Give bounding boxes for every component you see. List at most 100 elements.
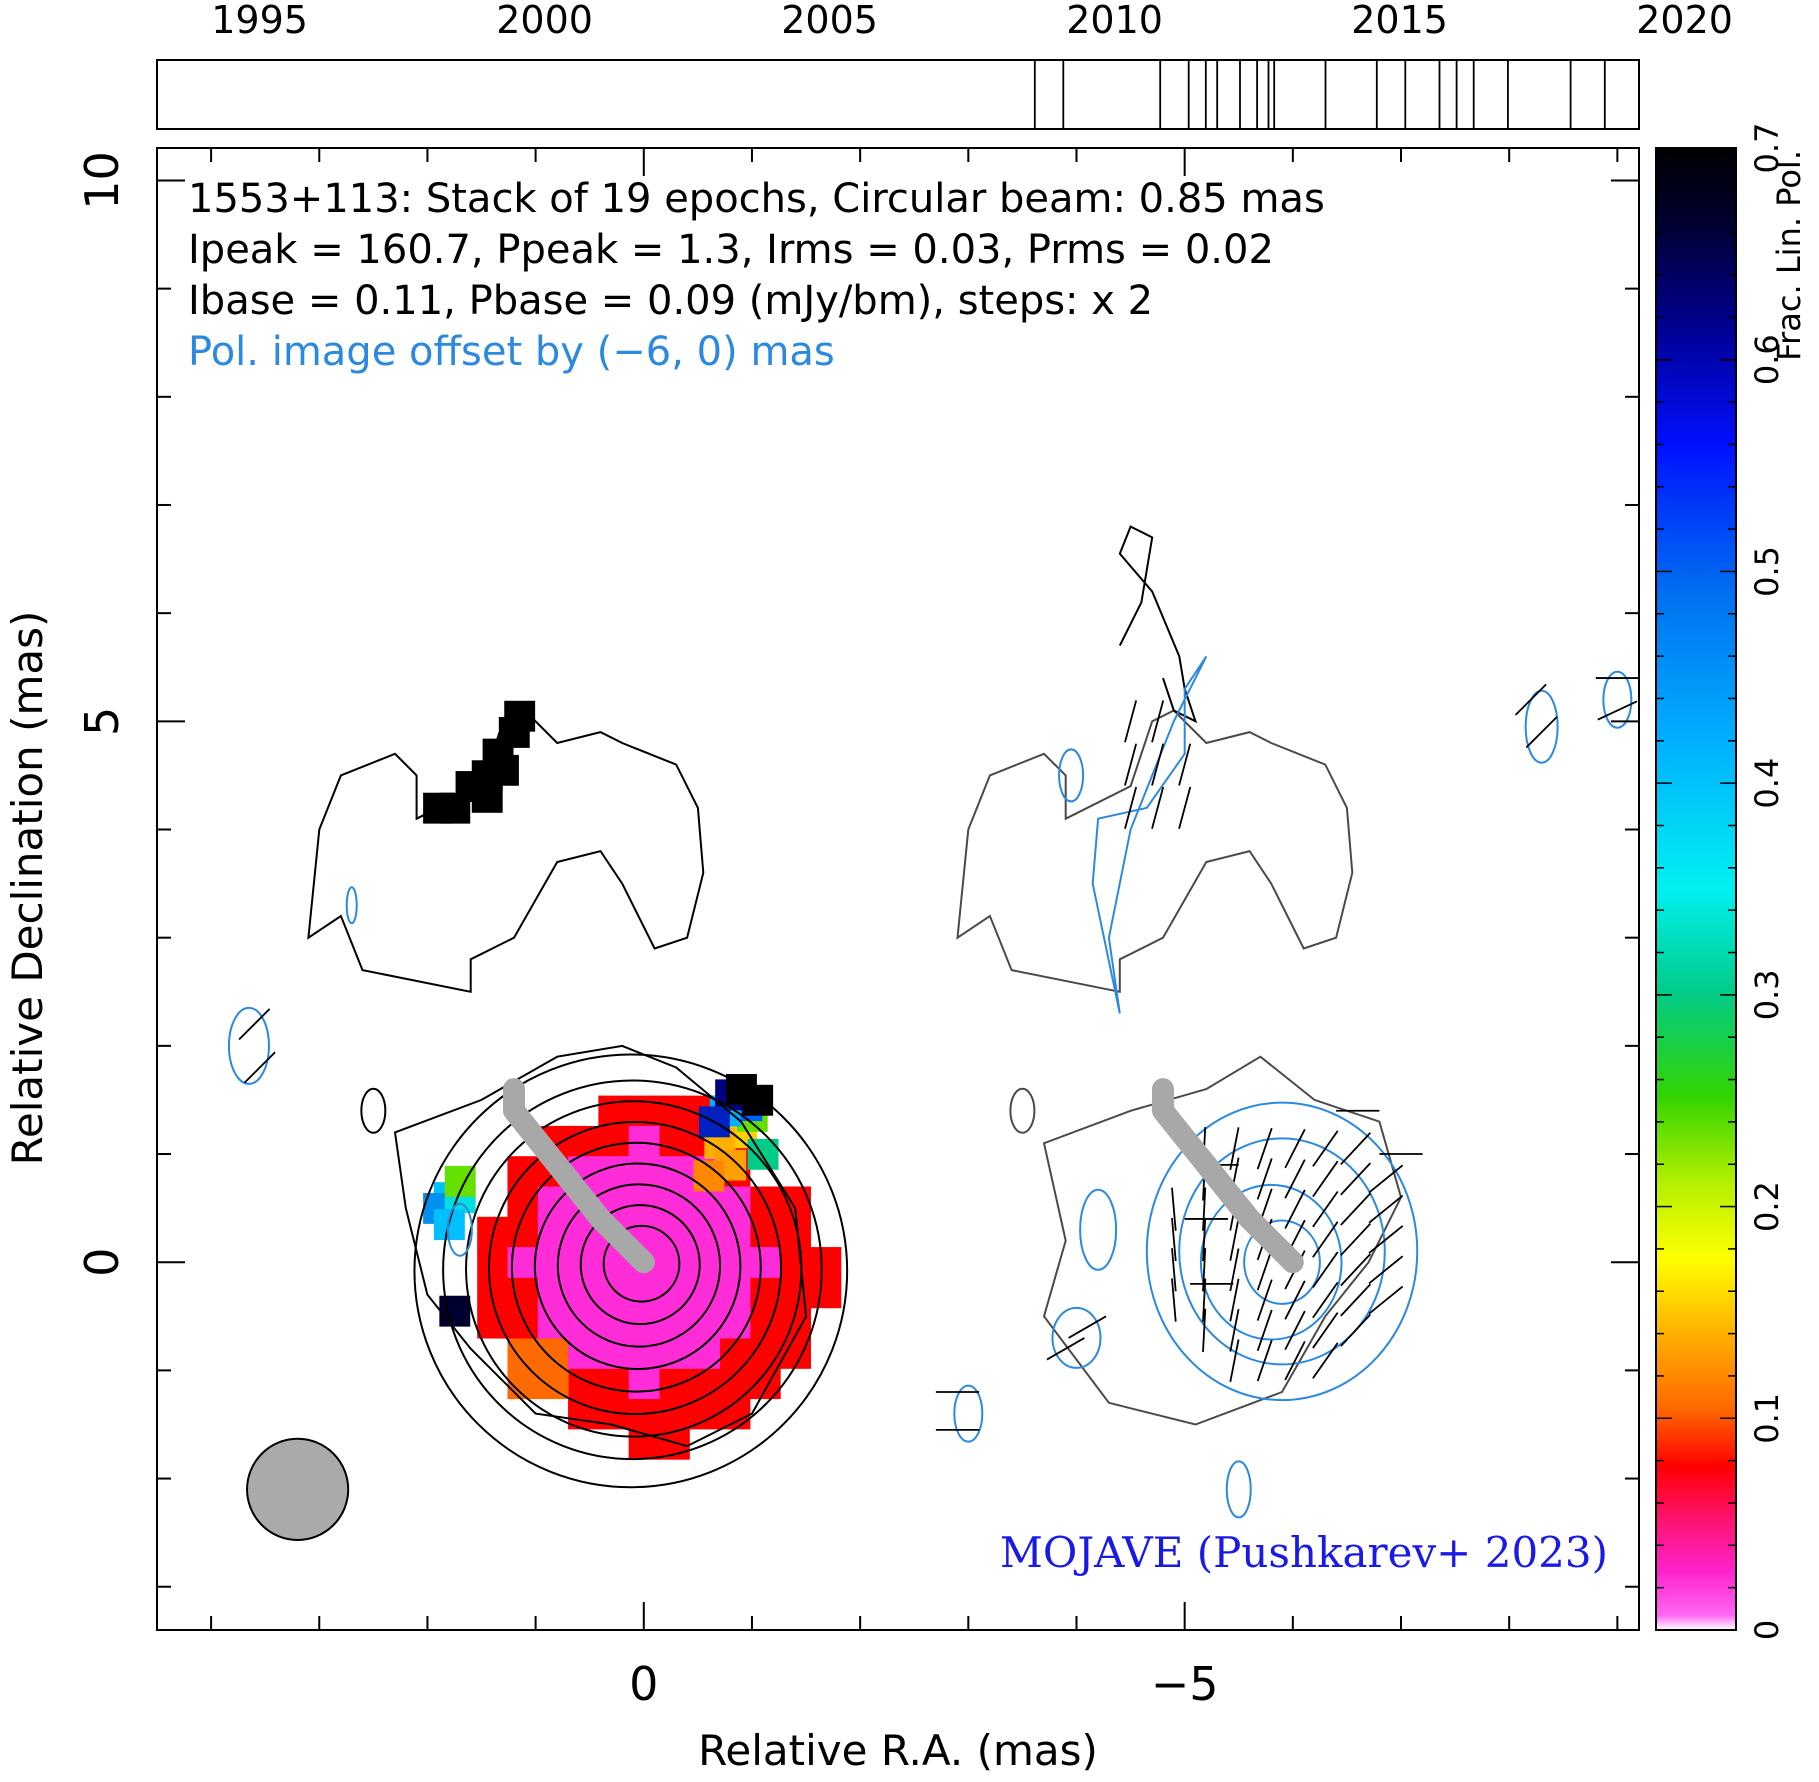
evpa-tick [1597,700,1638,721]
pol-contour [1199,1183,1343,1341]
stokes-i-contour [510,1141,762,1393]
pol-contour-small [446,1202,473,1257]
pol-pixel [689,1186,721,1218]
pol-pixel [719,1277,751,1309]
pol-contour-small [1602,670,1633,729]
evpa-tick [1312,1281,1339,1319]
pol-pixel [810,1277,842,1309]
pol-contour [1178,1137,1386,1366]
evpa-tick [1171,1217,1177,1262]
pol-pixel [568,1247,599,1278]
pol-pixel [537,1216,569,1248]
pol-pixel [658,1398,690,1430]
y-tick-label: 10 [75,151,129,210]
timeline-frame [156,59,1640,130]
evpa-tick [1178,743,1192,786]
header-line-1: 1553+113: Stack of 19 epochs, Circular b… [188,176,1325,222]
evpa-tick [1368,1194,1404,1224]
pol-pixel [507,1156,539,1188]
evpa-tick [1340,1162,1371,1196]
x-tick-labels: 0 −5 [629,1657,1218,1711]
evpa-tick [1340,1283,1371,1317]
evpa-tick [1171,1278,1177,1322]
evpa-tick [1124,700,1138,743]
pol-pixel [477,1247,509,1278]
colorbar-tick-label: 0.4 [1748,758,1786,809]
y-axis-label: Relative Declination (mas) [3,611,52,1166]
pol-pixel [719,1247,751,1278]
pol-pixel [628,1156,660,1188]
evpa-tick [1151,700,1165,743]
evpa-tick [1229,1218,1240,1261]
colorbar-tick-label: 0 [1748,1620,1786,1640]
pol-contour [1243,1219,1321,1305]
evpa-tick [1340,1192,1371,1226]
evpa-tick [1202,1217,1207,1262]
timeline-year-label: 2010 [1066,0,1163,42]
pol-pixel [658,1095,690,1127]
evpa-tick [1340,1253,1371,1287]
evpa-tick [1368,1285,1404,1315]
main-plot: 0 −5 0 5 10 1553+113: Stack of 19 epochs, C… [3,147,1640,1775]
evpa-tick [1312,1130,1339,1167]
colorbar-tick-label: 0.2 [1748,1181,1786,1232]
plot-frame [156,147,1640,1631]
y-tick-labels: 0 5 10 [75,151,129,1277]
evpa-tick [238,1008,271,1041]
pol-pixel [810,1247,842,1278]
timeline-epoch-marks [1033,60,1606,129]
evpa-tick [1256,1339,1273,1382]
colorbar-tick-label: 0.3 [1748,969,1786,1020]
evpa-tick [243,1051,276,1084]
pol-pixel [598,1125,630,1157]
pol-pixel [537,1337,569,1369]
colorbar-label: Frac. Lin. Pol. [1770,150,1808,361]
stokes-i-contour-lobe [307,709,705,994]
x-tick-label: 0 [629,1657,658,1711]
evpa-tick [1202,1187,1207,1231]
evpa-tick [1256,1279,1273,1321]
evpa-tick [1368,1225,1404,1254]
pol-contour-small [953,1384,984,1443]
pol-pixel [488,754,519,786]
pol-pixel [719,1307,751,1339]
colorbar-tick-label: 0.6 [1748,334,1786,385]
pol-pixel [598,1277,630,1309]
evpa-tick [1151,743,1165,786]
pol-pixel [628,1337,660,1369]
pol-contour-small [1051,1306,1102,1369]
ridge-core [503,1078,655,1274]
stokes-i-contour [487,1121,783,1416]
evpa-tick [1229,1339,1240,1383]
epoch-timeline: 1995 2000 2005 2010 2015 2020 [156,0,1733,130]
pol-pixel [507,1337,539,1369]
colorbar-gradient [1655,147,1737,1631]
evpa-tick [1525,716,1558,749]
stokes-i-contour [442,1079,823,1461]
stokes-i-contour [579,1204,701,1326]
jet-ridge-line [503,1078,1304,1274]
pol-contour-small [345,886,358,925]
header-line-3: Ibase = 0.11, Pbase = 0.09 (mJy/bm), ste… [188,278,1153,324]
evpa-tick [1340,1223,1371,1256]
evpa-tick [1046,1337,1085,1361]
timeline-year-label: 2020 [1636,0,1733,42]
polarized-intensity-contours [227,655,1633,1519]
evpa-tick [1151,786,1165,829]
offset-note: Pol. image offset by (−6, 0) mas [188,329,835,375]
evpa-tick [1312,1190,1339,1228]
pol-pixel [598,1368,630,1400]
evpa-tick [1229,1278,1240,1322]
pol-pixel [507,1216,539,1248]
pol-pixel [477,1307,509,1339]
pol-pixel [628,1368,660,1400]
pol-pixel [507,1307,539,1339]
evpa-tick [1514,683,1547,716]
timeline-year-label: 2000 [496,0,593,42]
pol-pixel [598,1307,630,1339]
pol-pixel [537,1307,569,1339]
evpa-tick [1284,1280,1306,1320]
pol-pixel [537,1368,569,1400]
colorbar-tick-label: 0.7 [1748,123,1786,174]
